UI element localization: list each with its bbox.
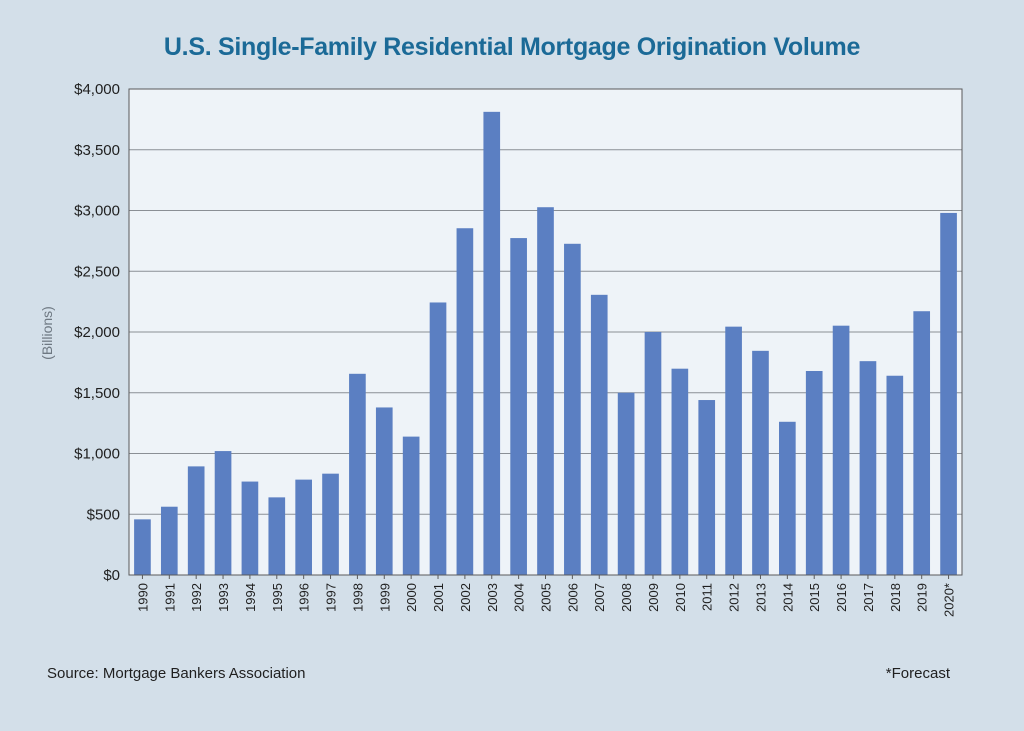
forecast-note: *Forecast — [885, 665, 950, 682]
x-tick-label: 2009 — [646, 583, 661, 612]
bar-2004 — [510, 238, 527, 575]
bar-2001 — [429, 302, 447, 575]
x-tick-label: 1996 — [297, 583, 312, 612]
source-name: Mortgage Bankers Association — [102, 665, 306, 682]
x-tick-label: 2017 — [861, 583, 876, 612]
y-tick-label: $3,500 — [74, 142, 120, 159]
x-tick-label: 2007 — [592, 583, 607, 612]
x-tick-label: 2002 — [458, 583, 473, 612]
bar-1990 — [134, 519, 151, 575]
bar-1992 — [187, 466, 205, 575]
bar-1997 — [322, 473, 339, 575]
bar-2002 — [456, 228, 474, 575]
x-tick-label: 2005 — [539, 583, 554, 612]
y-tick-label: $4,000 — [74, 81, 120, 98]
bar-2016 — [832, 325, 850, 575]
x-tick-label: 1990 — [135, 583, 150, 612]
bar-2011 — [698, 400, 716, 575]
x-tick-label: 2020* — [942, 583, 957, 617]
bar-2005 — [537, 207, 554, 576]
bar-2019 — [913, 311, 931, 575]
x-tick-label: 2001 — [431, 583, 446, 612]
source-prefix: Source: — [47, 665, 99, 682]
bar-1991 — [160, 506, 178, 575]
bar-1996 — [295, 479, 312, 575]
bar-2003 — [483, 111, 501, 575]
y-tick-labels: $0 $500 $1,000 $1,500 $2,000 $2,500 $3,000 $3,5… — [74, 81, 120, 584]
x-tick-label: 2012 — [727, 583, 742, 612]
bar-2020 — [940, 212, 957, 575]
x-tick-label: 2010 — [673, 583, 688, 612]
y-tick-label: $0 — [103, 567, 120, 584]
bar-2015 — [805, 371, 823, 575]
x-tick-label: 2015 — [807, 583, 822, 612]
x-tick-label: 1995 — [270, 583, 285, 612]
x-tick-label: 1997 — [324, 583, 339, 612]
bar-2014 — [779, 421, 796, 575]
bar-2012 — [725, 326, 742, 575]
x-tick-label: 2016 — [834, 583, 849, 612]
x-tick-label: 2004 — [512, 583, 527, 612]
bar-1998 — [349, 373, 366, 575]
bar-2000 — [402, 436, 420, 575]
y-tick-label: $500 — [87, 506, 120, 523]
source-note: Source: Mortgage Bankers Association — [47, 665, 306, 682]
x-tick-label: 1991 — [162, 583, 177, 612]
x-tick-labels: 1990 1991 1992 1993 1994 1995 1996 1997 1998 1999… — [135, 575, 957, 617]
bar-1993 — [214, 451, 232, 575]
x-tick-label: 2006 — [565, 583, 580, 612]
bar-2009 — [644, 332, 662, 575]
x-tick-label: 2003 — [485, 583, 500, 612]
x-tick-label: 1994 — [243, 583, 258, 612]
y-tick-label: $2,000 — [74, 324, 120, 341]
x-tick-label: 1992 — [189, 583, 204, 612]
bar-1995 — [268, 497, 286, 575]
x-tick-label: 2000 — [404, 583, 419, 612]
chart-title: U.S. Single-Family Residential Mortgage … — [163, 33, 861, 61]
bar-1994 — [241, 481, 259, 575]
plot-border — [128, 88, 963, 576]
bar-2018 — [886, 375, 904, 575]
bars — [134, 111, 957, 576]
bar-2013 — [752, 350, 769, 575]
x-tick-label: 2013 — [753, 583, 768, 612]
x-tick-label: 2008 — [619, 583, 634, 612]
bar-2008 — [617, 392, 635, 575]
x-tick-label: 1998 — [350, 583, 365, 612]
x-tick-label: 2018 — [888, 583, 903, 612]
y-tick-label: $2,500 — [74, 263, 120, 280]
bar-2006 — [564, 243, 581, 575]
bar-2010 — [671, 368, 689, 575]
bar-2007 — [590, 294, 608, 575]
x-tick-label: 1999 — [377, 583, 392, 612]
x-tick-label: 2019 — [915, 583, 930, 612]
bar-1999 — [375, 407, 393, 575]
x-tick-label: 2011 — [700, 583, 715, 611]
y-tick-label: $1,000 — [74, 446, 120, 463]
y-tick-label: $1,500 — [74, 385, 120, 402]
x-tick-label: 1993 — [216, 583, 231, 612]
bar-2017 — [859, 361, 877, 575]
x-tick-label: 2014 — [780, 583, 795, 612]
y-tick-label: $3,000 — [74, 203, 120, 220]
